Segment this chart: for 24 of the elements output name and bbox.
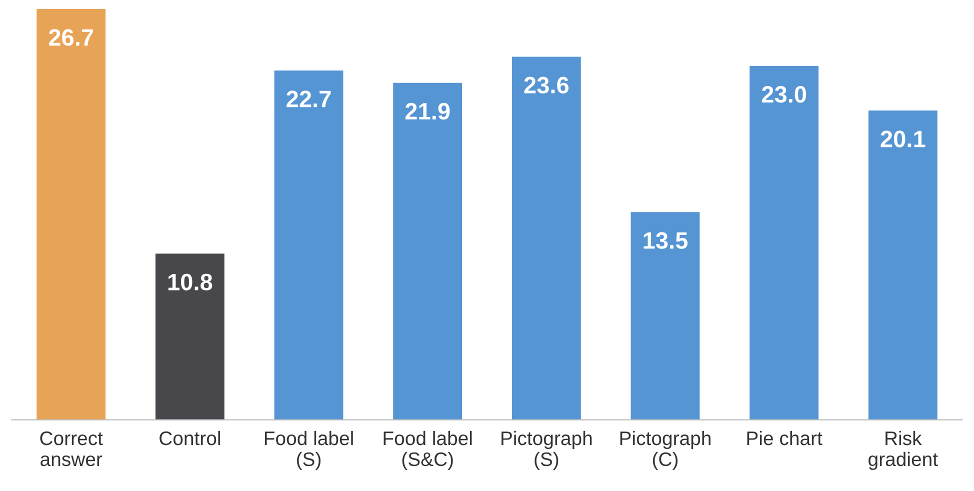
x-tick-label: Risk gradient <box>868 430 938 470</box>
bar <box>512 56 581 420</box>
bar <box>274 70 344 420</box>
x-tick-label: Food label (S) <box>264 430 353 470</box>
data-label: 10.8 <box>168 274 212 290</box>
data-label: 23.0 <box>762 86 806 103</box>
x-tick-label: Pictograph (C) <box>620 430 710 470</box>
data-label: 13.5 <box>644 232 688 249</box>
bar <box>155 254 224 420</box>
data-label: 26.7 <box>48 29 94 46</box>
bar <box>393 82 462 420</box>
bar <box>868 110 938 420</box>
x-tick-label: Control <box>160 430 220 446</box>
x-tick-label: Pie chart <box>747 430 822 446</box>
data-label: 20.1 <box>880 130 926 148</box>
bar <box>36 9 106 420</box>
bar <box>750 66 819 420</box>
x-tick-label: Pictograph (S) <box>502 430 592 470</box>
bar <box>630 212 700 420</box>
data-label: 23.6 <box>524 76 569 94</box>
data-label: 21.9 <box>405 102 450 120</box>
x-tick-label: Food label (S&C) <box>384 430 472 470</box>
x-tick-label: Correct answer <box>40 431 103 466</box>
data-label: 22.7 <box>286 90 331 108</box>
